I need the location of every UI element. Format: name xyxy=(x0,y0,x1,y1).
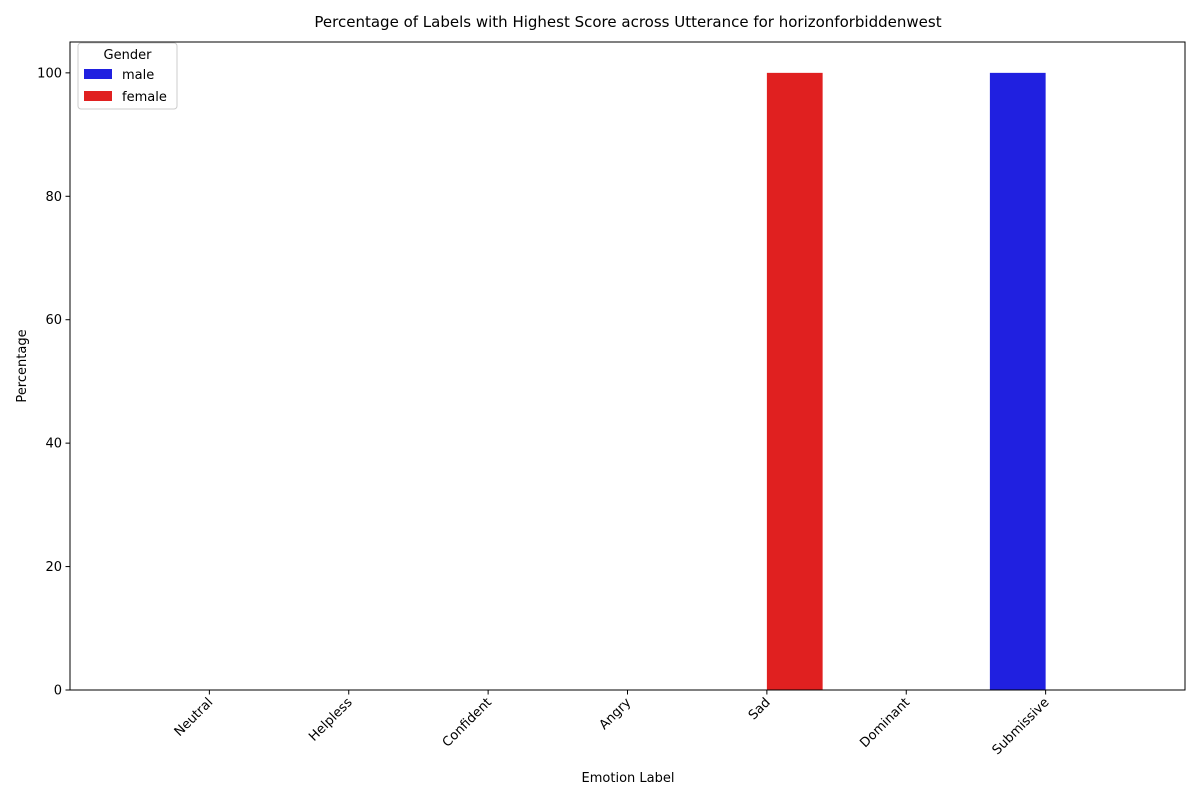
bars-layer xyxy=(766,72,1046,691)
chart-title: Percentage of Labels with Highest Score … xyxy=(314,13,941,31)
y-axis-label: Percentage xyxy=(15,329,30,402)
y-tick-label: 60 xyxy=(45,313,62,328)
x-tick-label-neutral: Neutral xyxy=(172,695,217,740)
y-tick-label: 40 xyxy=(45,437,62,452)
legend: Gender male female xyxy=(77,42,178,110)
legend-swatch-female xyxy=(84,91,112,101)
legend-swatch-male xyxy=(84,69,112,79)
bar-female-sad xyxy=(766,72,823,691)
y-tick-label: 100 xyxy=(37,66,62,81)
legend-items: male female xyxy=(84,68,167,105)
x-tick-label-helpless: Helpless xyxy=(306,695,356,745)
y-axis: 0 20 40 60 80 100 xyxy=(37,66,70,699)
x-tick-label-sad: Sad xyxy=(746,695,774,723)
x-axis: Neutral Helpless Confident Angry Sad Dominant… xyxy=(172,690,1053,758)
bar-male-submissive xyxy=(989,72,1046,691)
legend-label-male: male xyxy=(122,68,154,83)
legend-title: Gender xyxy=(104,48,153,63)
y-tick-label: 80 xyxy=(45,190,62,205)
x-tick-label-confident: Confident xyxy=(440,695,495,750)
x-tick-label-angry: Angry xyxy=(597,695,635,733)
x-tick-label-submissive: Submissive xyxy=(990,695,1053,758)
y-tick-label: 20 xyxy=(45,560,62,575)
y-tick-label: 0 xyxy=(54,684,62,699)
legend-label-female: female xyxy=(122,90,167,105)
x-tick-label-dominant: Dominant xyxy=(857,695,913,751)
x-axis-label: Emotion Label xyxy=(582,771,675,786)
